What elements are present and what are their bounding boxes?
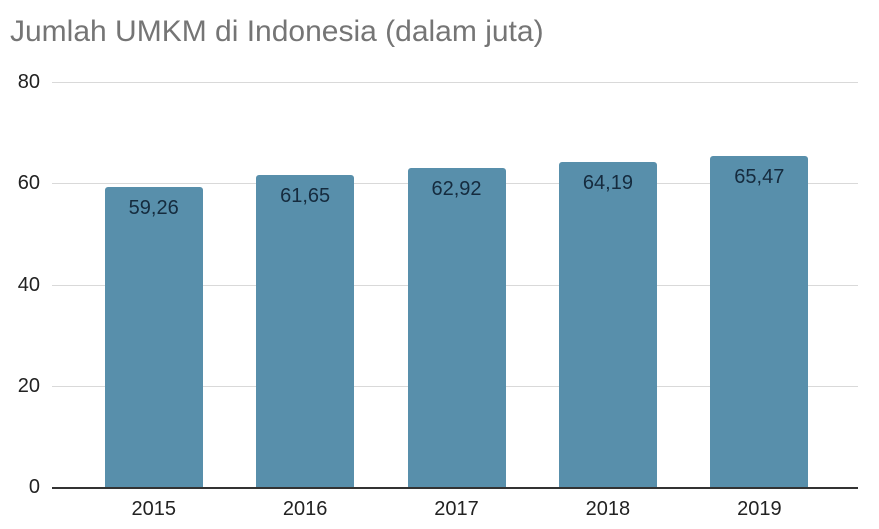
y-tick-label-20: 20 — [17, 374, 40, 397]
x-axis-labels: 2015 2016 2017 2018 2019 — [78, 497, 835, 521]
x-tick-label-2016: 2016 — [282, 498, 328, 520]
bar-value-label-2018: 64,19 — [582, 172, 633, 195]
x-tick-label-2017: 2017 — [434, 498, 479, 520]
bar-value-label-2016: 61,65 — [280, 184, 331, 207]
x-tick-label-2018: 2018 — [585, 498, 631, 520]
gridline-80 — [52, 82, 858, 83]
bar-value-label-2019: 65,47 — [734, 165, 785, 188]
bar-2017: 62,92 — [407, 168, 506, 487]
bar-group-2015: 59,26 — [78, 82, 229, 487]
y-tick-label-0: 0 — [28, 476, 40, 498]
y-tick-label-40: 40 — [17, 273, 40, 296]
plot-area: 59,26 61,65 62,92 64,19 65,47 — [52, 82, 858, 489]
chart-title: Jumlah UMKM di Indonesia (dalam juta) — [10, 15, 544, 48]
x-tick-label-2019: 2019 — [737, 498, 782, 520]
bar-2016: 61,65 — [256, 174, 355, 487]
bar-value-label-2015: 59,26 — [128, 197, 179, 219]
bar-2019: 65,47 — [710, 155, 809, 487]
bar-value-label-2017: 62,92 — [431, 178, 482, 201]
y-tick-label-60: 60 — [17, 172, 40, 195]
bar-2018: 64,19 — [558, 162, 657, 487]
bars: 59,26 61,65 62,92 64,19 65,47 — [78, 82, 835, 487]
y-tick-label-80: 80 — [17, 71, 40, 93]
bar-group-2019: 65,47 — [684, 82, 835, 487]
x-tick-label-2015: 2015 — [131, 498, 176, 520]
bar-2015: 59,26 — [104, 187, 203, 487]
bar-group-2016: 61,65 — [229, 82, 380, 487]
bar-group-2017: 62,92 — [381, 82, 532, 487]
bar-group-2018: 64,19 — [532, 82, 683, 487]
